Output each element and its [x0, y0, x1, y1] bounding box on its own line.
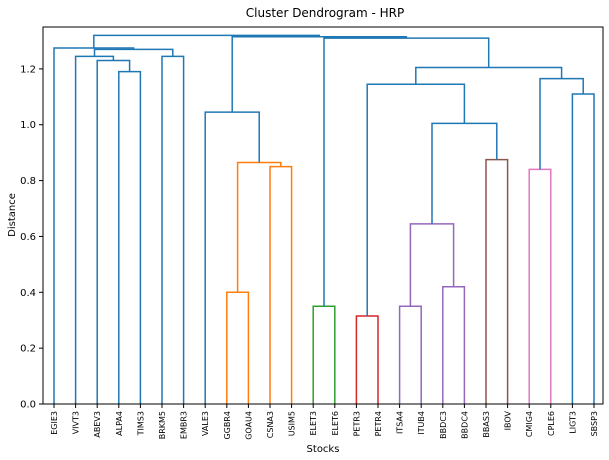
dendrogram-link-m25 [93, 34, 321, 48]
leaf-label: BBAS3 [482, 411, 491, 438]
leaf-label: ELET6 [331, 411, 340, 436]
dendrogram-link-m23 [93, 48, 174, 57]
dendrogram-link-m17 [323, 37, 490, 307]
leaf-label: VALE3 [201, 411, 210, 436]
leaf-label: IBOV [504, 410, 513, 430]
leaf-label: GGBR4 [223, 411, 232, 440]
chart-title: Cluster Dendrogram - HRP [246, 6, 404, 20]
leaf-label: TIMS3 [136, 411, 145, 436]
leaf-label: LIGT3 [568, 411, 577, 434]
dendrogram-link-m8 [442, 285, 466, 404]
dendrogram-link-m9 [409, 223, 455, 307]
dendrogram-link-m20 [96, 59, 131, 404]
y-tick-label: 0.8 [20, 176, 36, 187]
y-axis-ticks: 0.0 0.2 0.4 0.6 0.8 1.0 1.2 [20, 64, 43, 411]
leaf-label: SBSP3 [590, 411, 599, 436]
dendrogram-link-m2 [269, 165, 293, 404]
y-tick-label: 0.6 [20, 232, 36, 243]
dendrogram-link-m10 [485, 158, 509, 404]
leaf-label: VIVT3 [72, 411, 81, 434]
dendrogram-link-m13 [528, 168, 552, 404]
plot-frame [42, 26, 604, 405]
dendrogram-link-m19 [118, 70, 142, 404]
dendrogram-link-m11 [431, 122, 498, 224]
leaf-label: CSNA3 [266, 411, 275, 438]
y-tick-label: 0.4 [20, 288, 36, 299]
x-axis-ticks: EGIE3 VIVT3 ABEV3 ALPA4 TIMS3 BRKM5 EMBR3 VALE3… [50, 404, 599, 440]
y-tick-label: 0.2 [20, 344, 36, 355]
leaf-label: USIM5 [288, 411, 297, 436]
dendrogram-link-m16 [415, 66, 563, 85]
dendrogram-link-m1 [226, 291, 250, 404]
leaf-label: BRKM5 [158, 411, 167, 439]
leaf-label: EMBR3 [180, 411, 189, 439]
dendrogram-link-m7 [398, 305, 422, 404]
leaf-label: ITSA4 [396, 411, 405, 434]
dendrogram-link-m4 [204, 111, 260, 404]
y-axis-title: Distance [7, 193, 18, 237]
leaf-label: CMIG4 [525, 411, 534, 437]
dendrogram-link-m21 [74, 55, 115, 404]
leaf-label: ELET3 [309, 411, 318, 436]
dendrogram-link-m15 [539, 77, 584, 170]
dendrogram-link-m5 [312, 305, 336, 404]
y-tick-label: 1.0 [20, 120, 36, 131]
x-axis-title: Stocks [307, 444, 340, 455]
dendrogram-links [53, 34, 595, 404]
leaf-label: ALPA4 [115, 411, 124, 436]
dendrogram-link-m6 [355, 315, 379, 404]
leaf-label: ABEV3 [93, 411, 102, 438]
dendrogram-link-m14 [571, 93, 595, 404]
leaf-label: EGIE3 [50, 411, 59, 435]
leaf-label: PETR4 [374, 411, 383, 436]
leaf-label: PETR3 [352, 411, 361, 436]
leaf-label: BBDC3 [439, 411, 448, 439]
dendrogram-link-m18 [231, 36, 408, 113]
leaf-label: ITUB4 [417, 411, 426, 435]
leaf-label: CPLE6 [547, 411, 556, 436]
y-tick-label: 1.2 [20, 64, 36, 75]
dendrogram-link-m12 [366, 83, 466, 317]
y-tick-label: 0.0 [20, 400, 36, 411]
dendrogram-link-m22 [161, 55, 185, 404]
leaf-label: GOAU4 [244, 411, 253, 440]
dendrogram-link-m3 [236, 161, 282, 293]
leaf-label: BBDC4 [460, 411, 469, 439]
dendrogram-link-m24 [53, 47, 135, 404]
